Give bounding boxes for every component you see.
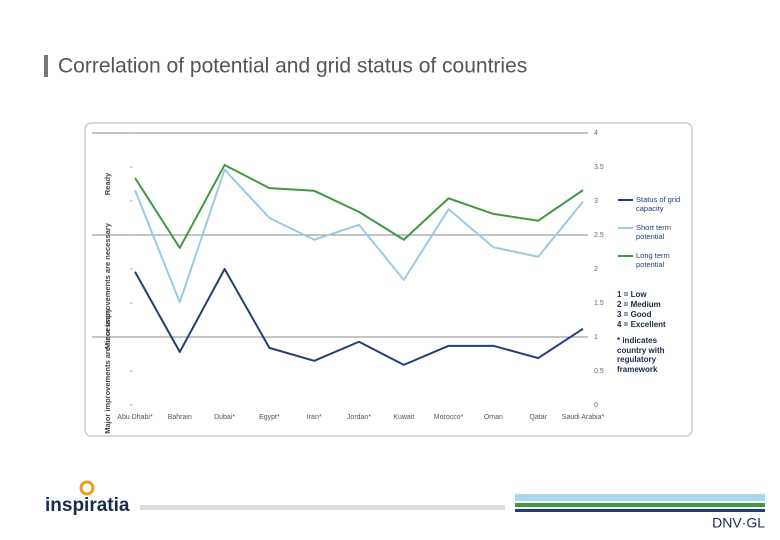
x-tick-label: Saudi Arabia*	[561, 414, 605, 421]
slide-title: Correlation of potential and grid status…	[58, 55, 527, 78]
zone-label: Major improvements are necessary	[103, 307, 112, 433]
y-tick-label: 0.5	[594, 368, 604, 375]
series-line	[134, 163, 584, 249]
note: 4 = Excellent	[617, 320, 666, 329]
x-tick-label: Kuwait	[393, 414, 415, 421]
note: 1 = Low	[617, 290, 647, 299]
logo-icon	[79, 480, 95, 496]
x-tick-label: Dubai*	[214, 414, 236, 421]
series-line	[134, 268, 584, 366]
y-tick-label: 3	[594, 198, 598, 205]
logo-right: DNV·GL	[712, 515, 765, 531]
x-tick-label: Oman	[483, 414, 503, 421]
footer-stripe	[515, 509, 765, 512]
x-tick-label: Egypt*	[259, 414, 280, 421]
x-tick-label: Qatar	[529, 414, 547, 421]
logo-left: inspiratia	[45, 495, 130, 516]
y-tick-label: 1.5	[594, 300, 604, 307]
x-tick-label: Abu Dhabi*	[117, 414, 153, 421]
note: 3 = Good	[617, 310, 652, 319]
x-tick-label: Iran*	[306, 414, 322, 421]
footer-bar	[140, 505, 505, 510]
x-tick-label: Jordan*	[346, 414, 372, 421]
footer-stripe	[515, 494, 765, 501]
x-tick-label: Morocco*	[433, 414, 464, 421]
x-tick-label: Bahrain	[167, 414, 192, 421]
legend-label: Short term potential	[636, 223, 672, 241]
y-tick-label: 1	[594, 334, 598, 341]
y-tick-label: 4	[594, 130, 598, 137]
y-tick-label: 0	[594, 402, 598, 409]
legend-label: Status of grid capacity	[636, 195, 681, 213]
note: 2 = Medium	[617, 300, 661, 309]
zone-label: Minor improvements are necessary	[103, 222, 112, 349]
title-bar	[44, 55, 48, 77]
zone-label: Ready	[103, 172, 112, 195]
series-line	[134, 168, 584, 304]
footer-stripe	[515, 503, 765, 507]
note: * indicates country with regulatory fram…	[617, 336, 665, 374]
y-tick-label: 2	[594, 266, 598, 273]
y-tick-label: 2.5	[594, 232, 604, 239]
legend-label: Long term potential	[636, 251, 670, 269]
y-tick-label: 3.5	[594, 164, 604, 171]
